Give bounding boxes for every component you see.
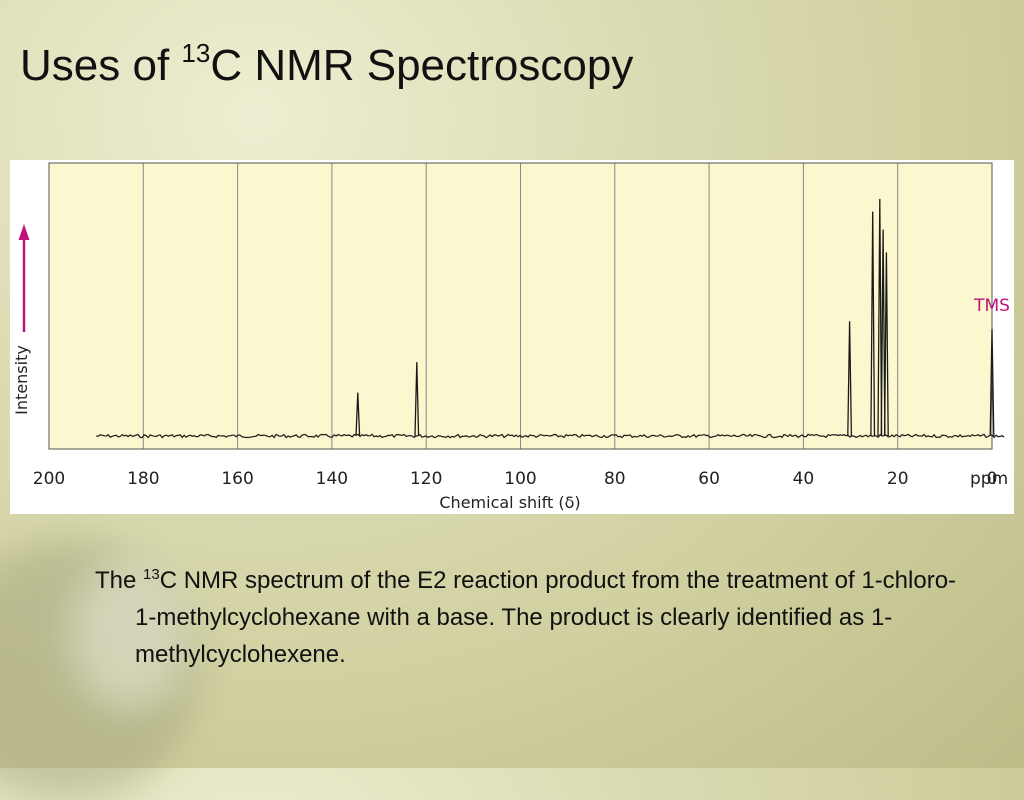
spectrum-peak	[877, 198, 883, 437]
x-unit-label: ppm	[970, 469, 1008, 489]
x-tick-label: 100	[504, 469, 536, 489]
nmr-spectrum-figure: 200 180 160 140 120 100 80 60 40 20 0 ppm Chemical s…	[10, 160, 1014, 514]
x-tick-label: 120	[410, 469, 442, 489]
spectrum-peak	[989, 328, 995, 437]
baseline-trace	[96, 433, 1005, 439]
spectrum-peak	[870, 211, 876, 437]
spectrum-peak	[414, 362, 420, 437]
x-tick-label: 0	[987, 469, 998, 489]
slide-caption: The 13C NMR spectrum of the E2 reaction …	[95, 562, 975, 673]
tms-peak-label: TMS	[973, 296, 1010, 316]
x-tick-label: 200	[33, 469, 65, 489]
caption-prefix: The	[95, 567, 144, 594]
x-tick-label: 180	[127, 469, 159, 489]
plot-frame	[48, 162, 993, 450]
x-tick-label: 160	[221, 469, 253, 489]
x-tick-label: 20	[887, 469, 909, 489]
x-tick-label: 60	[698, 469, 720, 489]
caption-text: C NMR spectrum of the E2 reaction produc…	[135, 567, 957, 668]
title-superscript: 13	[181, 38, 211, 68]
x-tick-label: 140	[316, 469, 348, 489]
spectrum-peak	[880, 229, 886, 437]
spectrum-peak	[847, 321, 853, 437]
intensity-arrowhead	[18, 224, 30, 240]
spectrum-peak	[883, 252, 889, 437]
spectrum-peak	[355, 392, 361, 437]
caption-superscript: 13	[143, 566, 160, 583]
title-suffix: C NMR Spectroscopy	[210, 41, 634, 90]
background-decoration	[70, 560, 190, 710]
x-axis-title: Chemical shift (δ)	[439, 493, 580, 512]
x-tick-label: 40	[793, 469, 815, 489]
x-tick-label: 80	[604, 469, 626, 489]
slide-title: Uses of 13C NMR Spectroscopy	[20, 40, 634, 90]
y-axis-title: Intensity	[12, 345, 31, 415]
title-prefix: Uses of	[20, 41, 182, 90]
